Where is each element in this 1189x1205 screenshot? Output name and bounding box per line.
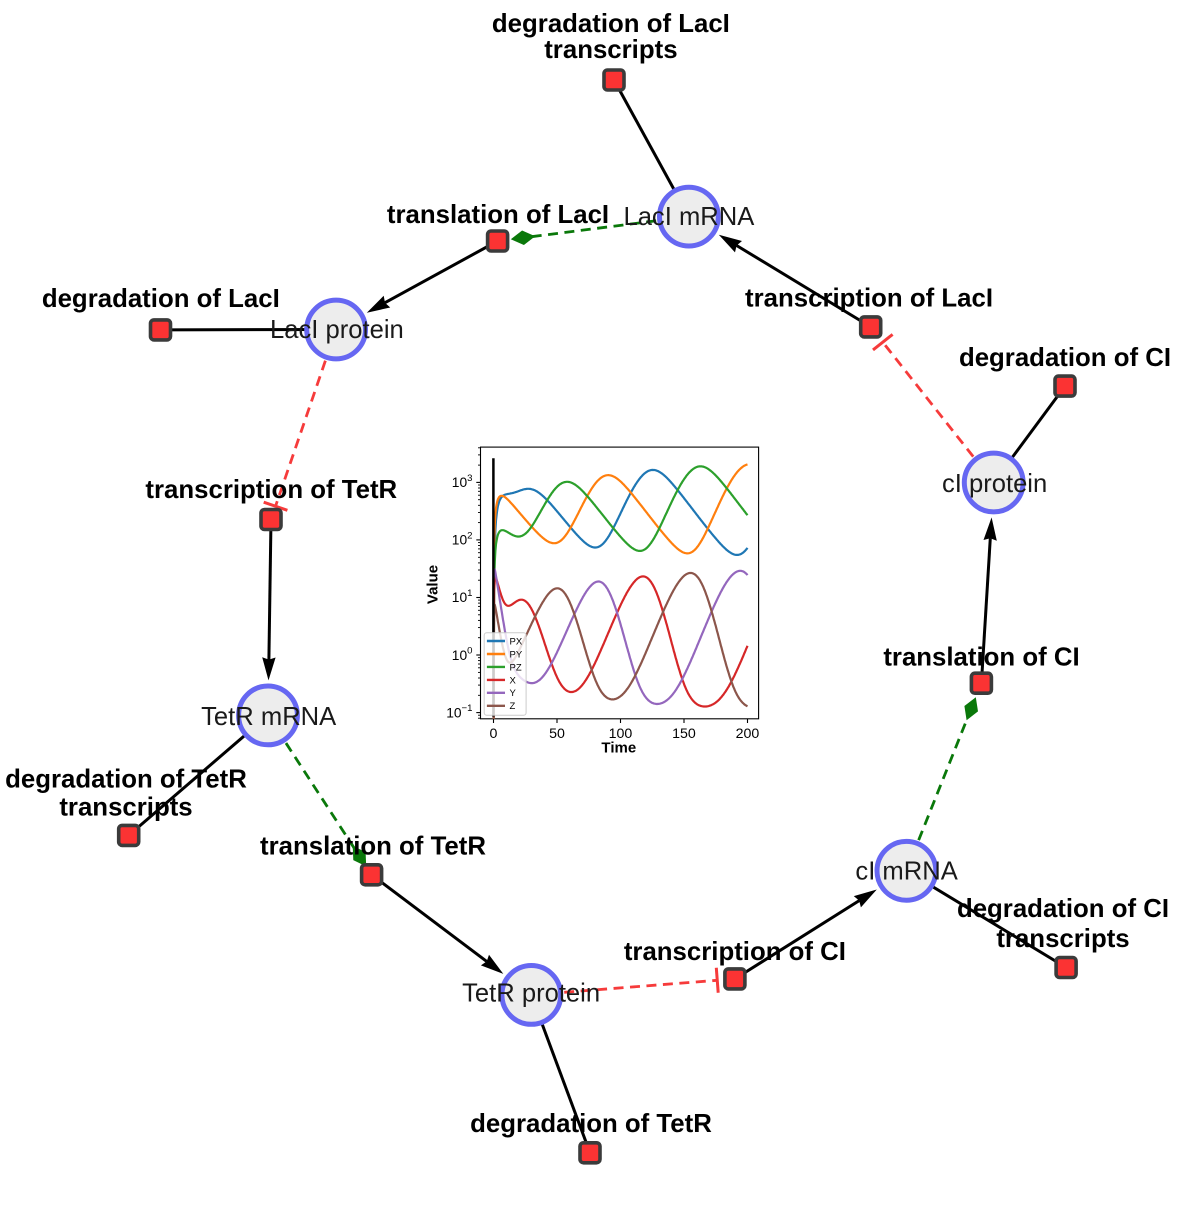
svg-text:transcription of TetR: transcription of TetR [145, 476, 397, 504]
svg-text:0: 0 [490, 726, 498, 742]
svg-text:cI mRNA: cI mRNA [855, 857, 958, 885]
svg-text:transcripts: transcripts [996, 925, 1129, 953]
svg-text:TetR protein: TetR protein [462, 979, 600, 1007]
svg-text:translation of LacI: translation of LacI [387, 201, 609, 229]
svg-text:50: 50 [549, 726, 565, 742]
svg-text:TetR mRNA: TetR mRNA [201, 703, 337, 731]
svg-text:degradation of LacI: degradation of LacI [42, 285, 280, 313]
svg-text:PX: PX [510, 636, 523, 647]
svg-text:PY: PY [510, 649, 523, 660]
svg-text:Value: Value [425, 565, 442, 604]
svg-text:transcription of CI: transcription of CI [624, 938, 846, 966]
svg-text:150: 150 [672, 726, 696, 742]
svg-text:translation of TetR: translation of TetR [260, 832, 486, 860]
svg-text:LacI protein: LacI protein [270, 316, 404, 344]
svg-text:translation of CI: translation of CI [883, 644, 1079, 672]
svg-text:degradation of TetR: degradation of TetR [5, 765, 247, 793]
svg-text:transcripts: transcripts [59, 794, 192, 822]
svg-text:degradation of TetR: degradation of TetR [470, 1110, 712, 1138]
svg-text:LacI mRNA: LacI mRNA [623, 203, 755, 231]
svg-text:200: 200 [736, 726, 760, 742]
svg-text:degradation of LacI: degradation of LacI [492, 10, 730, 38]
svg-text:transcripts: transcripts [544, 36, 677, 64]
svg-text:X: X [510, 675, 517, 686]
svg-text:transcription of LacI: transcription of LacI [745, 284, 993, 312]
svg-text:degradation of CI: degradation of CI [959, 344, 1171, 372]
svg-text:Y: Y [510, 688, 517, 699]
svg-text:PZ: PZ [510, 662, 522, 673]
svg-text:Time: Time [601, 739, 636, 756]
svg-text:cI protein: cI protein [942, 470, 1047, 498]
svg-text:Z: Z [510, 701, 516, 712]
svg-text:degradation of CI: degradation of CI [957, 895, 1169, 923]
